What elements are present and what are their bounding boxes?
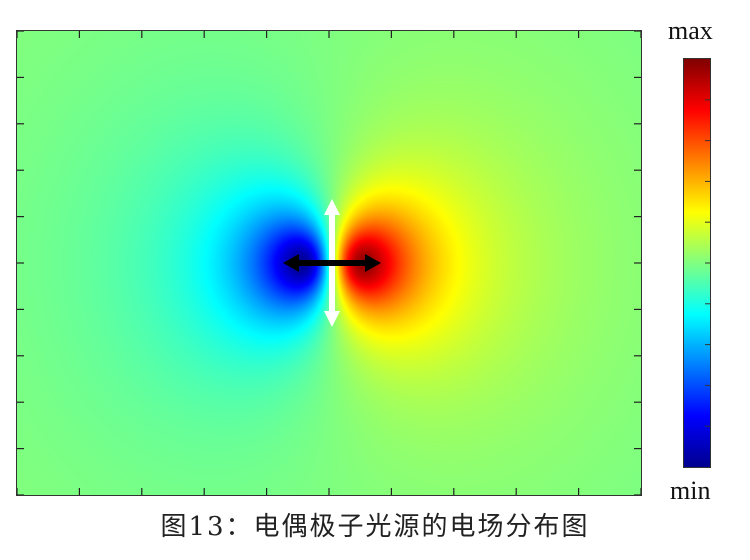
figure-caption: 图13：电偶极子光源的电场分布图 [160,512,590,542]
heatmap-plot-area [16,30,642,496]
polarization-arrow-head-up [324,199,340,215]
polarization-arrow-head-down [324,311,340,327]
colorbar-min-label: min [670,476,711,505]
dipole-arrow-head-left [283,254,299,272]
dipole-arrow-shaft [296,260,368,266]
dipole-arrow-head-right [365,254,381,272]
colorbar [683,58,711,468]
plot-overlay [17,31,641,495]
colorbar-max-label: max [668,16,713,45]
colorbar-ticks [705,99,710,427]
